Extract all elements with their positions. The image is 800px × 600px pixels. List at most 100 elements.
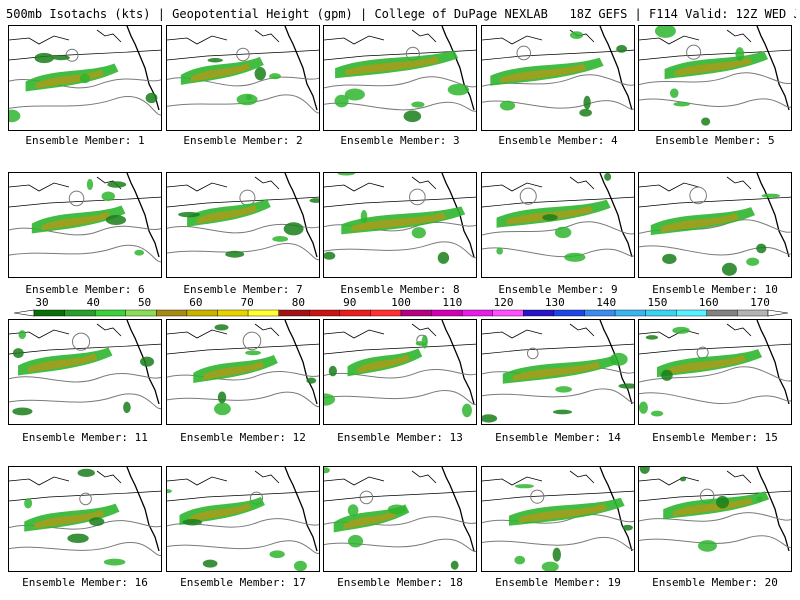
ensemble-member-label: Ensemble Member: 5 <box>655 134 775 147</box>
colorbar-segment <box>461 309 493 317</box>
colorbar-segment <box>247 309 279 317</box>
colorbar-left-arrow <box>14 309 35 317</box>
colorbar-tick-label: 130 <box>544 296 565 309</box>
colorbar-segment <box>125 309 157 317</box>
ensemble-member-label: Ensemble Member: 16 <box>22 576 148 589</box>
ensemble-map-panel <box>323 25 477 131</box>
ensemble-map-panel <box>8 319 162 425</box>
ensemble-member-label: Ensemble Member: 20 <box>652 576 778 589</box>
map-graphic <box>9 26 161 123</box>
map-graphic <box>482 173 634 262</box>
ensemble-map-panel <box>638 172 792 278</box>
ensemble-map-panel <box>166 172 320 278</box>
ensemble-member-label: Ensemble Member: 14 <box>495 431 621 444</box>
ensemble-member-label: Ensemble Member: 17 <box>180 576 306 589</box>
ensemble-map-panel <box>481 319 635 425</box>
ensemble-map-panel <box>323 172 477 278</box>
ensemble-map-panel <box>638 25 792 131</box>
map-graphic <box>482 26 634 117</box>
map-graphic <box>324 26 476 123</box>
colorbar-tick-label: 100 <box>391 296 411 309</box>
map-graphic <box>9 320 161 416</box>
map-graphic <box>324 320 476 418</box>
ensemble-member-label: Ensemble Member: 18 <box>337 576 463 589</box>
map-graphic <box>167 320 319 416</box>
colorbar-segment <box>706 309 738 317</box>
ensemble-map-panel <box>481 466 635 572</box>
map-graphic <box>324 173 476 264</box>
colorbar-segment <box>737 309 769 317</box>
ensemble-map-panel <box>481 25 635 131</box>
map-graphic <box>324 467 476 570</box>
colorbar-segment <box>33 309 65 317</box>
colorbar-segment <box>645 309 677 317</box>
ensemble-member-label: Ensemble Member: 4 <box>498 134 618 147</box>
ensemble-member-label: Ensemble Member: 7 <box>183 283 303 296</box>
map-graphic <box>482 467 634 571</box>
colorbar-tick-label: 90 <box>343 296 357 309</box>
colorbar-tick-label: 150 <box>647 296 668 309</box>
ensemble-map-panel <box>323 466 477 572</box>
colorbar-segment <box>309 309 341 317</box>
map-graphic <box>9 173 161 263</box>
ensemble-map-panel <box>8 25 162 131</box>
map-graphic <box>167 26 319 114</box>
ensemble-member-label: Ensemble Member: 15 <box>652 431 778 444</box>
colorbar-segment <box>339 309 371 317</box>
ensemble-map-panel <box>8 172 162 278</box>
colorbar-segment <box>156 309 188 317</box>
ensemble-map-panel <box>638 466 792 572</box>
colorbar-segment <box>523 309 555 317</box>
colorbar-segment <box>431 309 463 317</box>
ensemble-map-panel <box>323 319 477 425</box>
colorbar-segment <box>186 309 218 317</box>
colorbar-tick-label: 70 <box>240 296 254 309</box>
ensemble-map-panel <box>8 466 162 572</box>
ensemble-member-label: Ensemble Member: 1 <box>25 134 145 147</box>
ensemble-member-label: Ensemble Member: 9 <box>498 283 618 296</box>
map-graphic <box>9 467 161 566</box>
ensemble-member-label: Ensemble Member: 11 <box>22 431 148 444</box>
ensemble-map-panel <box>166 319 320 425</box>
colorbar-segment <box>370 309 402 317</box>
colorbar-tick-label: 140 <box>596 296 617 309</box>
colorbar-tick-label: 120 <box>493 296 514 309</box>
colorbar-tick-label: 50 <box>137 296 152 309</box>
map-graphic <box>639 173 791 276</box>
colorbar-tick-label: 40 <box>86 296 100 309</box>
ensemble-member-label: Ensemble Member: 13 <box>337 431 463 444</box>
colorbar-segment <box>614 309 646 317</box>
colorbar-segment <box>492 309 524 317</box>
colorbar-tick-label: 80 <box>291 296 306 309</box>
colorbar-segment <box>584 309 616 317</box>
colorbar-tick-label: 60 <box>189 296 203 309</box>
ensemble-map-panel <box>166 466 320 572</box>
page-title: 500mb Isotachs (kts) | Geopotential Heig… <box>6 7 796 21</box>
map-graphic <box>167 467 319 571</box>
colorbar-segment <box>676 309 708 317</box>
isotach-colorbar <box>14 309 788 317</box>
map-graphic <box>639 26 791 126</box>
ensemble-map-panel <box>481 172 635 278</box>
colorbar-segment <box>400 309 432 317</box>
ensemble-member-label: Ensemble Member: 12 <box>180 431 306 444</box>
colorbar-segment <box>278 309 310 317</box>
colorbar-segment <box>553 309 585 317</box>
colorbar-tick-label: 170 <box>750 296 770 309</box>
map-graphic <box>639 467 791 552</box>
colorbar-segment <box>64 309 96 317</box>
map-graphic <box>167 173 319 261</box>
colorbar-tick-label: 110 <box>442 296 463 309</box>
ensemble-map-panel <box>638 319 792 425</box>
map-graphic <box>639 320 791 417</box>
ensemble-map-panel <box>166 25 320 131</box>
colorbar-right-arrow <box>767 309 788 317</box>
map-graphic <box>482 320 634 423</box>
ensemble-member-label: Ensemble Member: 3 <box>340 134 460 147</box>
colorbar-tick-label: 30 <box>35 296 49 309</box>
ensemble-member-label: Ensemble Member: 2 <box>183 134 303 147</box>
ensemble-member-label: Ensemble Member: 19 <box>495 576 621 589</box>
colorbar-tick-label: 160 <box>698 296 719 309</box>
ensemble-member-label: Ensemble Member: 10 <box>652 283 778 296</box>
ensemble-member-label: Ensemble Member: 8 <box>340 283 460 296</box>
